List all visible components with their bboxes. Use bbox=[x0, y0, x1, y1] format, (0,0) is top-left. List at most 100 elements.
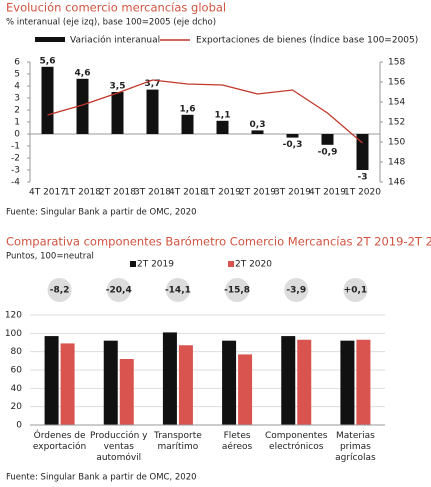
bar bbox=[356, 134, 369, 170]
y2-tick-label: 158 bbox=[388, 58, 405, 68]
y2-tick-label: 148 bbox=[388, 158, 405, 168]
x-tick-label: 3T 2019 bbox=[274, 188, 311, 198]
y2-tick-label: 146 bbox=[388, 178, 405, 188]
y-tick-label: 2 bbox=[14, 106, 20, 116]
annotation-bubble bbox=[47, 278, 72, 302]
annotation-bubble bbox=[165, 278, 190, 302]
source: Fuente: Singular Bank a partir de OMC, 2… bbox=[6, 473, 197, 483]
x-tick-line: aéreos bbox=[222, 441, 253, 452]
bar bbox=[321, 134, 334, 145]
data-label: 0,3 bbox=[250, 120, 266, 130]
annotation: -15,8 bbox=[224, 286, 250, 296]
legend-swatch bbox=[228, 261, 234, 267]
y-tick-label: 20 bbox=[11, 402, 23, 412]
bar bbox=[251, 130, 264, 134]
x-tick-line: agrícolas bbox=[335, 453, 376, 463]
data-label: 4,6 bbox=[75, 68, 91, 78]
data-label: -0,3 bbox=[283, 140, 303, 150]
data-label: 3,5 bbox=[110, 82, 126, 92]
y-tick-label: 0 bbox=[14, 130, 20, 140]
bar bbox=[119, 359, 134, 425]
x-tick-line: Materias bbox=[336, 431, 375, 441]
bar bbox=[41, 66, 54, 134]
data-label: -3 bbox=[358, 173, 368, 183]
x-tick-label: 2T 2018 bbox=[99, 188, 136, 198]
bar bbox=[146, 89, 159, 134]
x-tick-label: 2T 2019 bbox=[239, 188, 276, 198]
y-tick-label: 100 bbox=[5, 329, 22, 339]
legend-swatch bbox=[35, 37, 65, 42]
legend-label: Variación interanual bbox=[70, 35, 160, 46]
y-tick-label: 0 bbox=[16, 421, 22, 431]
chart-title: Comparativa componentes Barómetro Comerc… bbox=[6, 235, 431, 249]
x-tick-label: Órdenes de exportación bbox=[33, 429, 86, 452]
y-tick-label: 60 bbox=[11, 366, 23, 376]
x-tick-label: Componentes electrónicos bbox=[265, 431, 328, 452]
bar bbox=[216, 120, 229, 134]
x-tick-label: 1T 2019 bbox=[204, 188, 241, 198]
x-tick-label: Transporte marítimo bbox=[153, 431, 202, 452]
y2-tick-label: 150 bbox=[388, 138, 405, 148]
y-tick-label: -1 bbox=[11, 142, 20, 152]
annotation-bubble bbox=[106, 278, 131, 302]
x-tick-label: Materias primas agrícolas bbox=[335, 431, 376, 463]
chart-title: Evolución comercio mercancías global bbox=[6, 1, 226, 15]
bar bbox=[340, 340, 355, 425]
x-tick-line: electrónicos bbox=[269, 441, 324, 452]
x-tick-label: 1T 2018 bbox=[64, 188, 101, 198]
bar bbox=[162, 332, 177, 425]
y-tick-label: 5 bbox=[14, 70, 20, 80]
data-label: -0,9 bbox=[318, 147, 338, 157]
data-label: 1,1 bbox=[215, 110, 231, 120]
bar bbox=[281, 336, 296, 425]
x-tick-line: Transporte bbox=[153, 431, 202, 441]
x-tick-line: marítimo bbox=[158, 442, 199, 452]
x-tick-label: 4T 2017 bbox=[29, 188, 66, 198]
annotation-bubble bbox=[343, 278, 368, 302]
x-tick-label: 3T 2018 bbox=[134, 188, 171, 198]
x-tick-line: automóvil bbox=[96, 452, 141, 463]
bar bbox=[178, 345, 193, 425]
source: Fuente: Singular Bank a partir de OMC, 2… bbox=[6, 208, 197, 218]
x-tick-line: exportación bbox=[33, 441, 86, 452]
y2-tick-label: 152 bbox=[388, 118, 405, 128]
y-tick-label: 3 bbox=[14, 94, 20, 104]
y-tick-label: 120 bbox=[5, 311, 22, 321]
bar bbox=[286, 134, 299, 138]
y-tick-label: 80 bbox=[11, 347, 23, 357]
x-tick-label: 4T 2018 bbox=[169, 188, 206, 198]
y-tick-label: -4 bbox=[11, 178, 20, 188]
legend-label: 2T 2020 bbox=[235, 260, 272, 270]
y-tick-label: 4 bbox=[14, 82, 20, 92]
annotation: -14,1 bbox=[165, 286, 191, 296]
bar bbox=[238, 354, 253, 425]
x-tick-label: Producción y ventas automóvil bbox=[90, 430, 148, 463]
y-tick-label: 6 bbox=[14, 58, 20, 68]
x-tick-label: Fletes aéreos bbox=[222, 431, 253, 452]
annotation: +0,1 bbox=[344, 286, 367, 296]
y-tick-label: 40 bbox=[11, 384, 23, 394]
bar bbox=[44, 336, 59, 425]
annotation-bubble bbox=[225, 278, 250, 302]
x-tick-label: 1T 2020 bbox=[344, 188, 381, 198]
x-tick-line: primas bbox=[340, 442, 371, 452]
annotation: -20,4 bbox=[106, 286, 132, 296]
annotation: -3,9 bbox=[286, 286, 306, 296]
legend-swatch bbox=[130, 261, 136, 267]
y2-tick-label: 156 bbox=[388, 78, 405, 88]
bar bbox=[222, 340, 237, 425]
y-tick-label: -2 bbox=[11, 154, 20, 164]
x-tick-line: ventas bbox=[104, 442, 135, 452]
annotation-bubble bbox=[284, 278, 309, 302]
bar bbox=[181, 114, 194, 134]
y-tick-label: -3 bbox=[11, 166, 20, 176]
chart-subtitle: Puntos, 100=neutral bbox=[6, 252, 94, 262]
data-label: 3,7 bbox=[145, 79, 161, 89]
x-tick-line: Órdenes de bbox=[34, 429, 86, 441]
bar bbox=[60, 343, 75, 425]
line bbox=[47, 79, 363, 144]
legend-label: 2T 2019 bbox=[137, 260, 174, 270]
bar bbox=[356, 339, 371, 425]
y-tick-label: 1 bbox=[14, 118, 20, 128]
